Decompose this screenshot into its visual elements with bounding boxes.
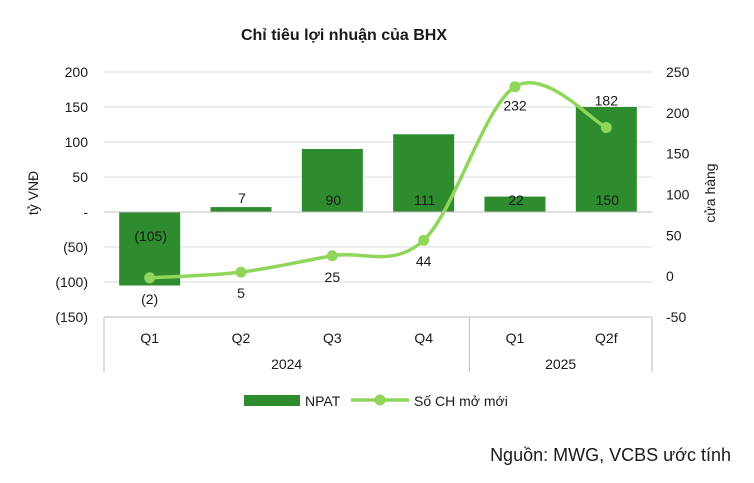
legend-marker-line [374,394,386,406]
store-line-marker [235,266,247,278]
npat-bar [301,149,363,212]
x-group-label: 2024 [271,356,302,372]
y2-tick-label: -50 [666,309,686,325]
legend-label-npat: NPAT [305,393,341,409]
chart-title: Chỉ tiêu lợi nhuận của BHX [241,27,447,44]
y-tick-label: - [83,204,88,220]
source-note: Nguồn: MWG, VCBS ước tính [490,445,731,465]
npat-data-label: 7 [238,190,246,206]
y-axis-left-label: tỷ VNĐ [25,171,41,215]
npat-bar [210,207,272,212]
y2-tick-label: 50 [666,227,682,243]
store-line: (2) 5 25 44 232 182 [141,80,619,307]
npat-data-label: 90 [326,192,342,208]
store-data-label: 182 [595,93,619,109]
store-data-label: 232 [503,98,527,114]
x-tick-label: Q2f [595,330,618,346]
x-tick-label: Q3 [323,330,342,346]
store-line-marker [509,81,521,93]
legend-swatch-npat [244,395,300,406]
y-tick-label: (100) [55,274,88,290]
y-tick-label: 100 [65,134,89,150]
y-tick-label: 150 [65,99,89,115]
store-line-marker [418,234,430,246]
y2-tick-label: 200 [666,105,690,121]
gridlines [104,71,652,318]
npat-data-label: 22 [508,192,524,208]
x-group-label: 2025 [545,356,576,372]
store-line-marker [600,122,612,134]
y-tick-label: (150) [55,309,88,325]
x-tick-label: Q4 [414,330,433,346]
npat-data-label: (105) [134,228,167,244]
legend-label-line: Số CH mở mới [414,393,508,409]
y2-tick-label: 100 [666,187,690,203]
npat-data-label: 111 [414,192,435,208]
store-data-label: 44 [416,253,432,269]
store-data-label: 5 [237,285,245,301]
y-tick-label: 200 [65,64,89,80]
y2-tick-label: 0 [666,268,674,284]
store-line-marker [144,272,156,284]
npat-bars: (105) 7 90 111 22 150 [119,107,637,286]
axes: 20015010050-(50)(100)(150)25020015010050… [55,64,690,372]
npat-bar [393,134,455,212]
y-tick-label: 50 [72,169,88,185]
x-tick-label: Q1 [140,330,159,346]
store-line-path [147,80,609,280]
y-axis-right-label: cửa hàng [702,163,718,222]
npat-bar [484,196,546,212]
y2-tick-label: 150 [666,146,690,162]
store-line-marker [326,250,338,262]
legend: NPAT Số CH mở mới [244,393,508,409]
x-tick-label: Q2 [232,330,251,346]
y2-tick-label: 250 [666,64,690,80]
y-tick-label: (50) [63,239,88,255]
store-data-label: 25 [325,269,341,285]
x-tick-label: Q1 [506,330,525,346]
npat-data-label: 150 [596,192,620,208]
store-data-label: (2) [141,291,158,307]
